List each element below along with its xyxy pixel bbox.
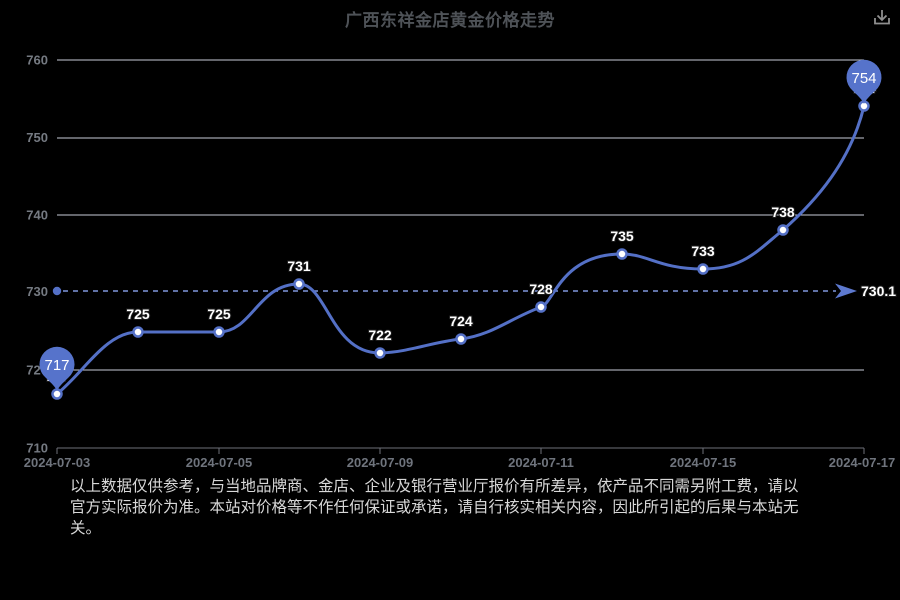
min-price-pin[interactable]: 717: [39, 346, 75, 391]
max-price-pin[interactable]: 754: [846, 59, 882, 104]
data-point-label: 722: [368, 327, 392, 343]
disclaimer-line: 官方实际报价为准。本站对价格等不作任何保证或承诺，请自行核实相关内容，因此所引起…: [70, 499, 799, 516]
x-axis-label: 2024-07-03: [24, 455, 91, 470]
data-point[interactable]: [455, 333, 467, 345]
markline-arrow-icon: [835, 283, 857, 299]
current-price-markline: 730.1: [52, 282, 897, 300]
max-pin-label: 754: [851, 70, 876, 87]
data-point[interactable]: [293, 278, 305, 290]
y-axis-labels: 760 750 740 730 720 710: [26, 53, 48, 456]
y-axis-label: 750: [26, 130, 48, 145]
min-pin-label: 717: [44, 357, 69, 374]
data-point[interactable]: [213, 326, 225, 338]
x-axis-labels: 2024-07-03 2024-07-05 2024-07-09 2024-07…: [24, 455, 896, 470]
data-point-label: 728: [529, 281, 553, 297]
y-axis-label: 760: [26, 53, 48, 68]
markline-start-dot: [52, 286, 62, 296]
data-point[interactable]: [374, 347, 386, 359]
price-line: [55, 104, 866, 396]
data-point[interactable]: [777, 224, 789, 236]
disclaimer-line: 关。: [70, 520, 102, 537]
y-axis-label: 710: [26, 441, 48, 456]
data-point-label: 738: [771, 204, 795, 220]
download-icon: [874, 10, 890, 25]
data-point-label: 724: [449, 313, 473, 329]
data-point-label: 731: [287, 258, 311, 274]
markline-value-label: 730.1: [861, 283, 896, 299]
data-point[interactable]: [535, 301, 547, 313]
x-axis-label: 2024-07-15: [670, 455, 737, 470]
data-points: [51, 100, 870, 400]
data-point-label: 733: [691, 243, 715, 259]
data-point-label: 725: [207, 306, 231, 322]
y-axis-label: 730: [26, 284, 48, 299]
data-point-label: 725: [126, 306, 150, 322]
download-button[interactable]: [870, 5, 894, 29]
disclaimer-text: 以上数据仅供参考，与当地品牌商、金店、企业及银行营业厅报价有所差异，依产品不同需…: [70, 476, 860, 539]
x-axis: [56, 447, 865, 454]
data-point-label: 735: [610, 228, 634, 244]
x-axis-label: 2024-07-09: [347, 455, 414, 470]
y-axis-label: 740: [26, 208, 48, 223]
grid-lines: [57, 59, 864, 371]
data-point[interactable]: [132, 326, 144, 338]
x-axis-label: 2024-07-11: [508, 455, 574, 470]
data-point[interactable]: [697, 263, 709, 275]
x-axis-label: 2024-07-05: [186, 455, 253, 470]
data-point[interactable]: [616, 248, 628, 260]
price-chart-canvas[interactable]: 760 750 740 730 720 710 2024-07-03 2024-…: [0, 0, 900, 471]
x-axis-label: 2024-07-17: [829, 455, 896, 470]
disclaimer-line: 以上数据仅供参考，与当地品牌商、金店、企业及银行营业厅报价有所差异，依产品不同需…: [70, 478, 799, 495]
page-title: 广西东祥金店黄金价格走势: [345, 11, 555, 30]
